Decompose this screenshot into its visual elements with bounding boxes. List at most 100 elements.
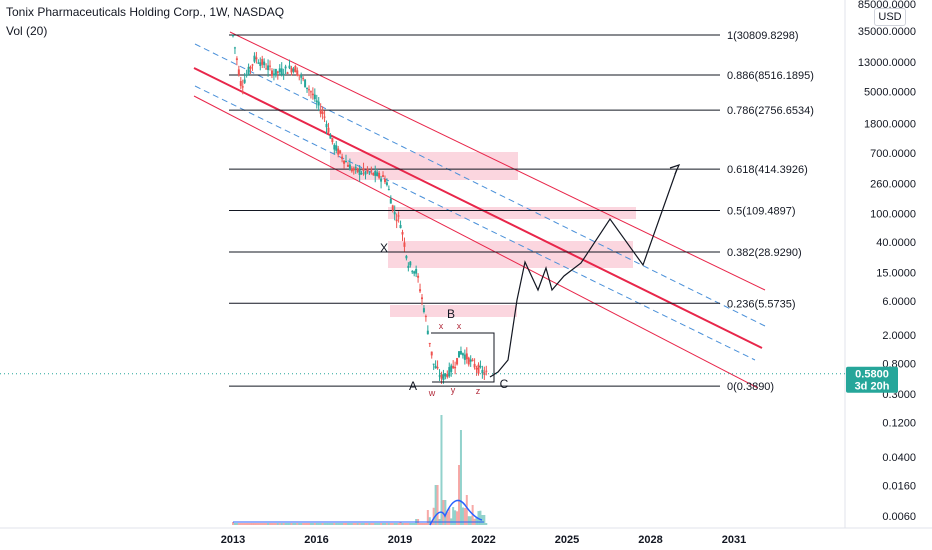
candle-body — [366, 168, 369, 172]
candle-body — [241, 86, 244, 88]
volume-bar — [317, 523, 320, 525]
volume-bar — [313, 523, 316, 525]
volume-bar — [446, 512, 449, 525]
candle-body — [263, 61, 266, 66]
candle-body — [465, 353, 468, 360]
volume-indicator-label[interactable]: Vol (20) — [6, 24, 48, 38]
time-tick-label: 2016 — [304, 534, 328, 546]
volume-bar — [272, 523, 275, 525]
volume-bar — [321, 523, 324, 525]
candle-body — [397, 215, 400, 217]
price-axis[interactable]: 85000.0000 35000.0000 13000.0000 5000.0000 1… — [858, 0, 916, 523]
volume-bar — [463, 507, 466, 525]
volume-bar — [290, 523, 293, 525]
volume-bar — [428, 517, 431, 525]
volume-bar — [391, 523, 394, 525]
volume-bar — [454, 510, 457, 525]
candle-body — [422, 308, 425, 312]
candle-body — [280, 68, 283, 75]
volume-ma-line — [429, 499, 483, 526]
volume-bar — [411, 523, 414, 525]
volume-bar — [292, 523, 295, 525]
time-tick-label: 2031 — [722, 534, 746, 546]
candle-body — [249, 66, 252, 69]
volume-bar — [401, 523, 404, 525]
volume-bar — [419, 523, 422, 525]
candle-body — [341, 156, 344, 159]
candle-body — [296, 70, 299, 76]
volume-bar — [323, 523, 326, 525]
candle-body — [380, 178, 383, 182]
candle-body — [319, 110, 322, 114]
candle-body — [339, 150, 342, 154]
volume-bar — [315, 523, 318, 525]
wave-label: x — [439, 321, 444, 331]
candle-body — [469, 359, 472, 362]
volume-bar — [479, 510, 482, 525]
candle-body — [259, 62, 262, 67]
candle-body — [440, 374, 443, 379]
volume-bar — [481, 515, 484, 525]
volume-bar — [346, 523, 349, 525]
candle-body — [458, 351, 461, 358]
candle-body — [247, 66, 250, 75]
candle-body — [265, 68, 268, 70]
candlestick-series — [232, 34, 488, 384]
price-tick-label: 5000.0000 — [864, 87, 916, 99]
candle-body — [356, 168, 359, 172]
candle-body — [286, 72, 289, 74]
volume-bar — [387, 523, 390, 525]
last-price-badge — [846, 366, 898, 393]
candle-body — [473, 363, 476, 368]
time-axis[interactable]: 2013 2016 2019 2022 2025 2028 2031 — [221, 534, 746, 546]
candle-body — [420, 297, 423, 300]
volume-bar — [352, 523, 355, 525]
price-tick-label: 0.0060 — [882, 511, 916, 523]
volume-bar — [333, 523, 336, 525]
candle-body — [467, 357, 470, 365]
price-tick-label: 15.0000 — [876, 267, 916, 279]
price-tick-label: 35000.0000 — [858, 26, 916, 38]
wave-label: x — [457, 321, 462, 331]
volume-bar — [413, 523, 416, 525]
candle-body — [331, 138, 334, 143]
candle-body — [269, 65, 272, 67]
volume-bar — [294, 523, 297, 525]
candle-body — [300, 75, 303, 78]
volume-bar — [306, 523, 309, 525]
candle-body — [446, 374, 449, 378]
candle-body — [288, 65, 291, 69]
candle-body — [343, 160, 346, 164]
volume-bar — [382, 523, 385, 525]
currency-button[interactable]: USD — [874, 8, 906, 26]
volume-bar — [327, 523, 330, 525]
candle-body — [337, 148, 340, 155]
projection-path[interactable] — [431, 164, 681, 383]
volume-bar — [329, 523, 332, 525]
volume-bar — [251, 523, 254, 525]
candle-body — [284, 66, 287, 69]
candle-body — [401, 232, 404, 235]
volume-bar — [345, 523, 348, 525]
candle-body — [304, 79, 307, 88]
volume-bar — [383, 523, 386, 525]
volume-bar — [370, 523, 373, 525]
volume-bar — [239, 523, 242, 525]
price-tick-label: 13000.0000 — [858, 57, 916, 69]
volume-bar — [393, 523, 396, 525]
volume-bar — [276, 523, 279, 525]
candle-body — [481, 369, 484, 374]
candle-body — [415, 269, 418, 274]
candle-body — [450, 365, 453, 372]
volume-bar — [233, 523, 236, 525]
candle-body — [477, 364, 480, 374]
projection-arrow — [669, 164, 681, 175]
volume-bar — [467, 516, 470, 525]
time-tick-label: 2019 — [388, 534, 412, 546]
candle-body — [434, 365, 437, 369]
volume-bar — [302, 523, 305, 525]
volume-bar — [458, 465, 461, 525]
fibonacci-retracement[interactable]: 1(30809.8298) 0.886(8516.1895) 0.786(2756.… — [229, 30, 814, 393]
price-tick-label: 0.0400 — [882, 452, 916, 464]
